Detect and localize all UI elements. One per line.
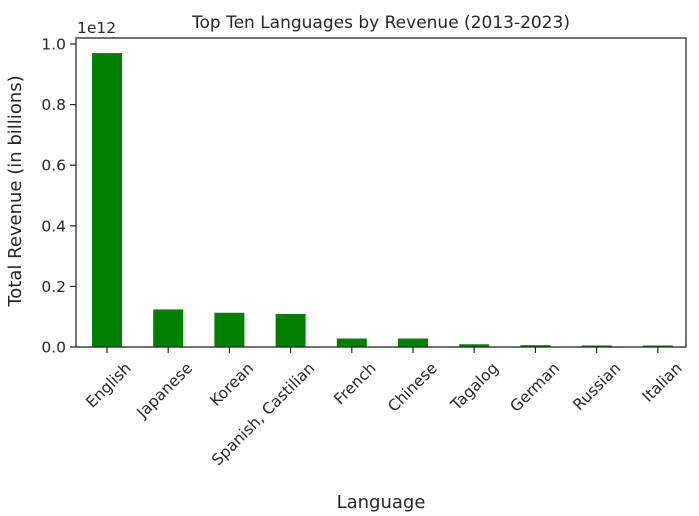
y-axis-label: Total Revenue (in billions) [5,75,26,307]
bar-french [337,339,367,347]
x-tick-label: English [83,359,135,411]
x-tick-label: Italian [639,359,686,406]
x-tick-label: Japanese [133,359,196,422]
x-tick-label: Chinese [384,359,441,416]
y-tick-label: 0.0 [41,339,66,357]
bar-korean [214,313,244,347]
y-tick-label: 0.2 [41,278,66,296]
x-tick-label: Tagalog [447,359,502,414]
y-tick-label: 1.0 [41,36,66,54]
plot-frame [76,38,686,347]
x-tick-label: German [507,359,564,416]
x-axis-label: Language [337,492,426,513]
y-tick-label: 0.8 [41,96,66,114]
y-tick-label: 0.4 [41,217,66,235]
bar-japanese [153,309,183,347]
y-axis-multiplier: 1e12 [77,19,116,37]
x-tick-label: Spanish, Castilian [208,359,318,469]
bar-english [92,53,122,347]
bar-chinese [398,339,428,347]
bars-group [92,53,673,347]
x-tick-label: French [330,359,379,408]
bar-spanish-castilian [276,314,306,347]
y-axis-ticks: 0.0 0.2 0.4 0.6 0.8 1.0 [41,36,76,357]
chart-title: Top Ten Languages by Revenue (2013-2023) [191,13,570,33]
y-tick-label: 0.6 [41,157,66,175]
x-tick-label: Russian [569,359,624,414]
x-tick-label: Korean [206,359,257,410]
